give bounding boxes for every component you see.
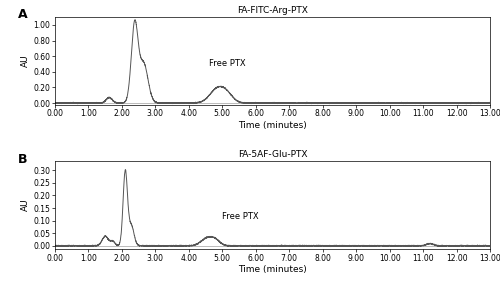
- Y-axis label: AU: AU: [22, 199, 30, 211]
- X-axis label: Time (minutes): Time (minutes): [238, 265, 307, 275]
- Text: Free PTX: Free PTX: [222, 212, 259, 221]
- Title: FA-5AF-Glu-PTX: FA-5AF-Glu-PTX: [238, 150, 307, 159]
- Title: FA-FITC-Arg-PTX: FA-FITC-Arg-PTX: [237, 6, 308, 15]
- Y-axis label: AU: AU: [22, 55, 30, 67]
- Text: Free PTX: Free PTX: [209, 59, 246, 68]
- X-axis label: Time (minutes): Time (minutes): [238, 121, 307, 130]
- Text: A: A: [18, 8, 28, 21]
- Text: B: B: [18, 153, 28, 166]
